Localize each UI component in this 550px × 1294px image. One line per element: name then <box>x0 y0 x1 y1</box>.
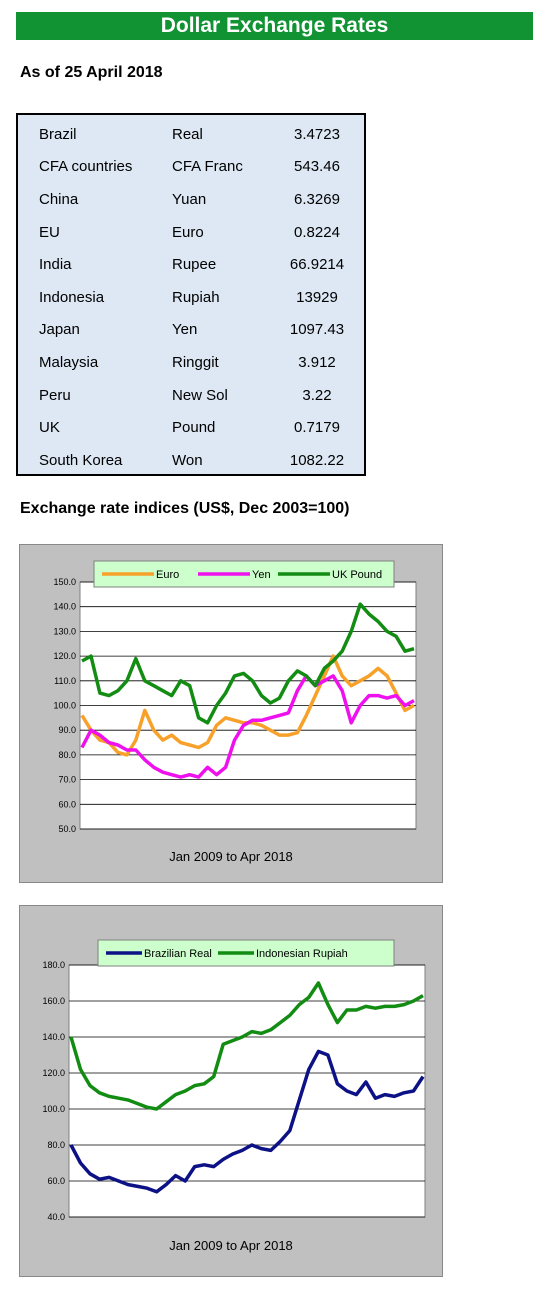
rate-row: Brazil Real 3.4723 <box>39 118 362 151</box>
y-tick-label: 60.0 <box>47 1176 65 1186</box>
y-tick-label: 100.0 <box>53 701 76 711</box>
y-tick-label: 90.0 <box>58 725 76 735</box>
country-cell: CFA countries <box>39 158 133 176</box>
chart-euro-yen-pound: 50.0 60.0 70.0 80.0 90.0 100.0 110.0 120.0 130.0… <box>19 544 443 883</box>
currency-cell: Euro <box>172 223 204 241</box>
country-cell: Indonesia <box>39 288 105 306</box>
rate-row: UK Pound 0.7179 <box>39 411 362 444</box>
series-line-uk-pound <box>81 602 415 725</box>
country-cell: China <box>39 190 79 208</box>
y-tick-label: 120.0 <box>42 1068 65 1078</box>
currency-cell: CFA Franc <box>172 158 243 176</box>
chart-real-rupiah: 40.0 60.0 80.0 100.0 120.0 140.0 160.0 180.0 Bra… <box>19 905 443 1277</box>
exchange-rate-table: Brazil Real 3.4723 CFA countries CFA Franc 54… <box>16 113 366 476</box>
currency-cell: Yuan <box>172 190 207 208</box>
country-cell: Japan <box>39 321 80 339</box>
y-tick-label: 60.0 <box>58 799 76 809</box>
legend: Brazilian Real Indonesian Rupiah <box>97 939 395 967</box>
rate-row: India Rupee 66.9214 <box>39 248 362 281</box>
rate-row: CFA countries CFA Franc 543.46 <box>39 151 362 184</box>
rate-row: Malaysia Ringgit 3.912 <box>39 346 362 379</box>
y-tick-label: 180.0 <box>42 960 65 970</box>
rate-row: Indonesia Rupiah 13929 <box>39 281 362 314</box>
chart-svg: 40.0 60.0 80.0 100.0 120.0 140.0 160.0 180.0 Bra… <box>42 939 426 1253</box>
rate-row: EU Euro 0.8224 <box>39 216 362 249</box>
rate-cell: 1097.43 <box>289 321 345 339</box>
rate-cell: 543.46 <box>294 158 340 176</box>
rate-cell: 0.7179 <box>294 419 340 437</box>
country-cell: Brazil <box>39 125 77 143</box>
y-tick-label: 80.0 <box>58 750 76 760</box>
x-axis-label: Jan 2009 to Apr 2018 <box>169 849 293 864</box>
currency-cell: Pound <box>172 419 216 437</box>
currency-cell: Won <box>172 451 203 469</box>
legend: Euro Yen UK Pound <box>93 560 395 588</box>
rate-cell: 3.22 <box>302 386 332 404</box>
currency-cell: Yen <box>172 321 198 339</box>
legend-label: Yen <box>252 569 271 581</box>
y-tick-label: 140.0 <box>42 1032 65 1042</box>
rate-row: China Yuan 6.3269 <box>39 183 362 216</box>
currency-cell: New Sol <box>172 386 228 404</box>
currency-cell: Rupiah <box>172 288 220 306</box>
rate-cell: 3.4723 <box>294 125 340 143</box>
currency-cell: Ringgit <box>172 353 219 371</box>
country-cell: South Korea <box>39 451 123 469</box>
rate-cell: 6.3269 <box>294 190 340 208</box>
rate-cell: 13929 <box>296 288 338 306</box>
country-cell: Malaysia <box>39 353 99 371</box>
y-tick-label: 50.0 <box>58 824 76 834</box>
page-title-banner: Dollar Exchange Rates <box>16 12 533 40</box>
rate-cell: 3.912 <box>298 353 336 371</box>
as-of-date: As of 25 April 2018 <box>20 64 163 81</box>
y-tick-label: 150.0 <box>53 577 76 587</box>
currency-cell: Rupee <box>172 256 217 274</box>
y-tick-label: 100.0 <box>42 1104 65 1114</box>
y-tick-label: 130.0 <box>53 626 76 636</box>
legend-label: UK Pound <box>332 569 382 581</box>
rate-row: Peru New Sol 3.22 <box>39 379 362 412</box>
y-tick-label: 80.0 <box>47 1140 65 1150</box>
page-title: Dollar Exchange Rates <box>160 14 389 37</box>
y-tick-label: 120.0 <box>53 651 76 661</box>
country-cell: India <box>39 256 72 274</box>
country-cell: UK <box>39 419 60 437</box>
legend-label: Brazilian Real <box>144 948 212 960</box>
series-line-yen <box>80 674 415 779</box>
y-tick-label: 110.0 <box>54 676 76 686</box>
chart-svg: 50.0 60.0 70.0 80.0 90.0 100.0 110.0 120.0 130.0… <box>53 560 417 864</box>
rate-cell: 66.9214 <box>289 256 345 274</box>
rate-table-body: Brazil Real 3.4723 CFA countries CFA Franc 54… <box>39 118 362 477</box>
y-tick-label: 160.0 <box>42 996 65 1006</box>
series-line-brazilian-real <box>69 1049 425 1194</box>
rate-row: South Korea Won 1082.22 <box>39 444 362 477</box>
country-cell: Peru <box>39 386 71 404</box>
legend-label: Indonesian Rupiah <box>256 948 348 960</box>
y-tick-label: 70.0 <box>58 775 76 785</box>
series-line-indonesian-rupiah <box>69 981 424 1111</box>
y-tick-label: 40.0 <box>47 1212 65 1222</box>
country-cell: EU <box>39 223 60 241</box>
rate-cell: 1082.22 <box>289 451 345 469</box>
section-title: Exchange rate indices (US$, Dec 2003=100… <box>20 500 350 517</box>
legend-label: Euro <box>156 569 179 581</box>
rate-cell: 0.8224 <box>294 223 340 241</box>
currency-cell: Real <box>172 125 203 143</box>
rate-row: Japan Yen 1097.43 <box>39 314 362 347</box>
y-tick-label: 140.0 <box>53 602 76 612</box>
x-axis-label: Jan 2009 to Apr 2018 <box>169 1238 293 1253</box>
